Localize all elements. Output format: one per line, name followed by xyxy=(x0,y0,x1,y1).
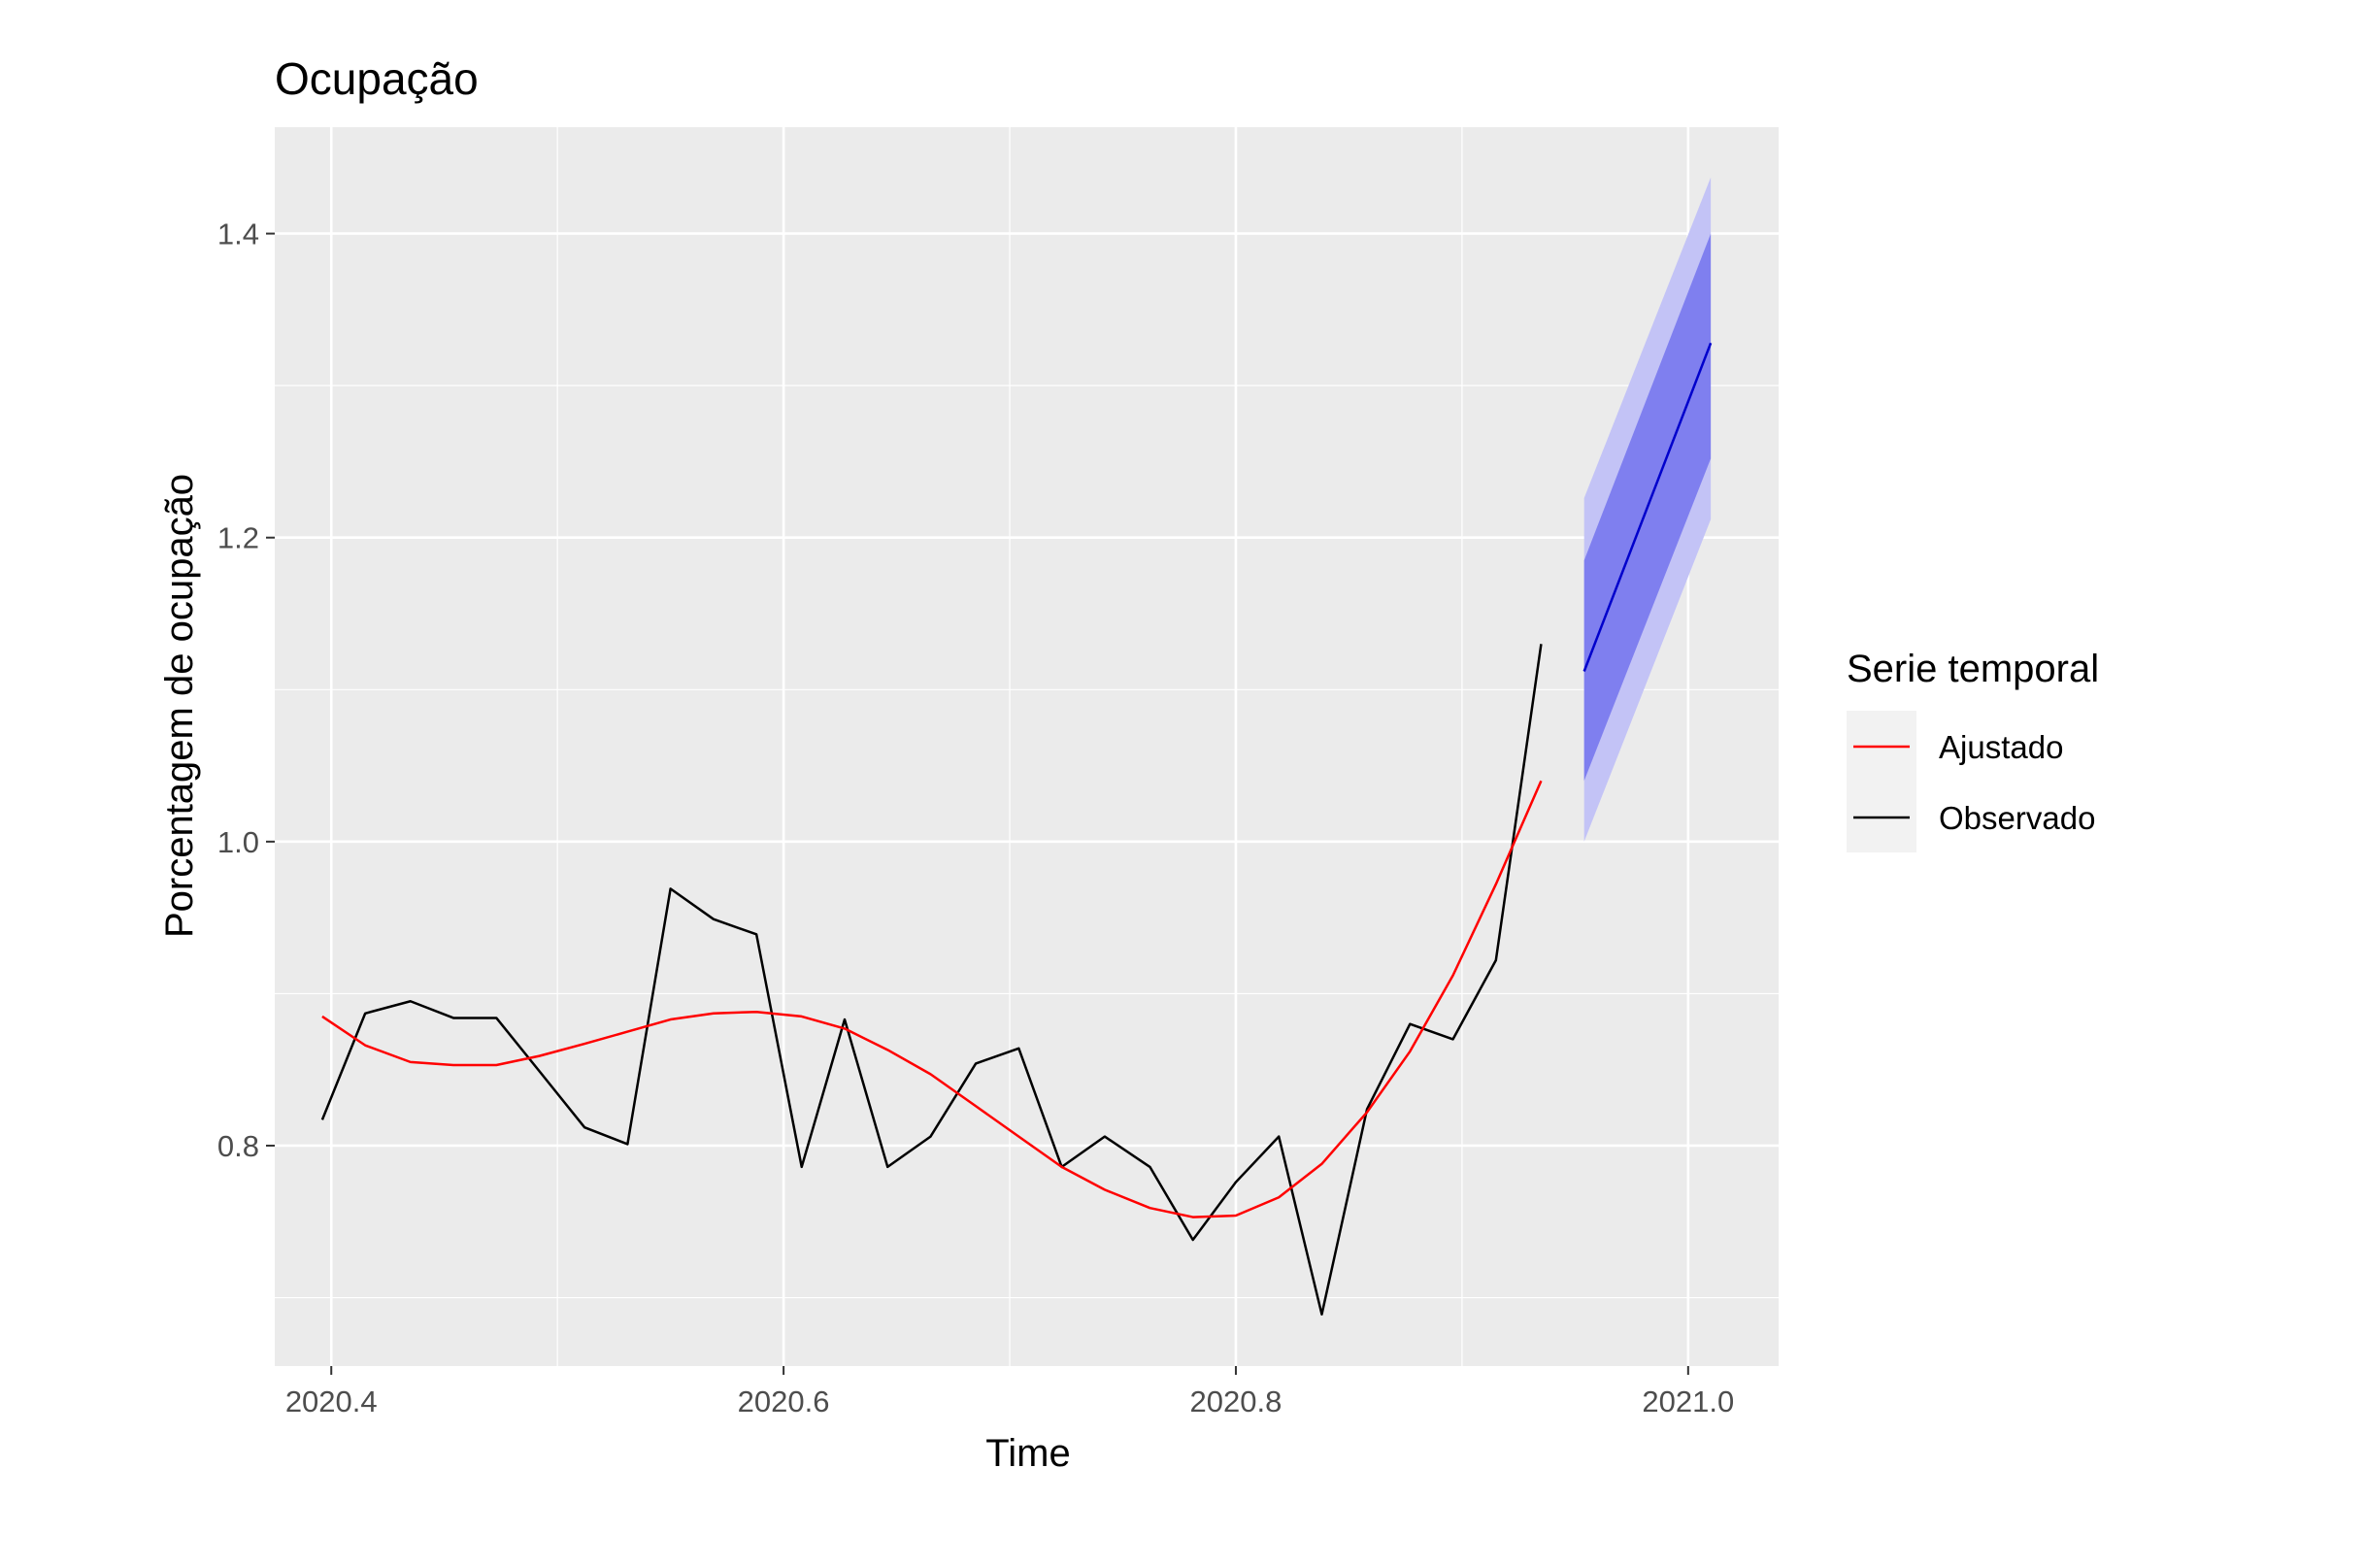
y-tick-label: 1.4 xyxy=(217,217,259,251)
plot-panel xyxy=(275,127,1779,1366)
legend-label-ajustado: Ajustado xyxy=(1939,729,2063,765)
x-axis-title: Time xyxy=(985,1432,1070,1475)
series-line-ajustado xyxy=(321,780,1543,1218)
panel-background xyxy=(275,127,1779,1366)
y-tick-label: 1.2 xyxy=(217,521,259,555)
y-tick-label: 0.8 xyxy=(217,1129,259,1163)
series-line-observado xyxy=(320,644,1543,1317)
legend: Serie temporal Ajustado Observado xyxy=(1847,648,2099,852)
chart-title: Ocupação xyxy=(275,53,479,104)
legend-key-background xyxy=(1847,711,1916,852)
y-axis-title: Porcentagem de ocupação xyxy=(158,474,201,938)
x-tick-label: 2020.4 xyxy=(285,1385,378,1418)
forecast-mean-line xyxy=(1582,342,1713,672)
legend-label-observado: Observado xyxy=(1939,800,2095,836)
y-tick-label: 1.0 xyxy=(217,825,259,859)
x-tick-label: 2020.8 xyxy=(1190,1385,1282,1418)
x-tick-label: 2021.0 xyxy=(1642,1385,1734,1418)
x-tick-label: 2020.6 xyxy=(738,1385,830,1418)
legend-title: Serie temporal xyxy=(1847,648,2099,690)
